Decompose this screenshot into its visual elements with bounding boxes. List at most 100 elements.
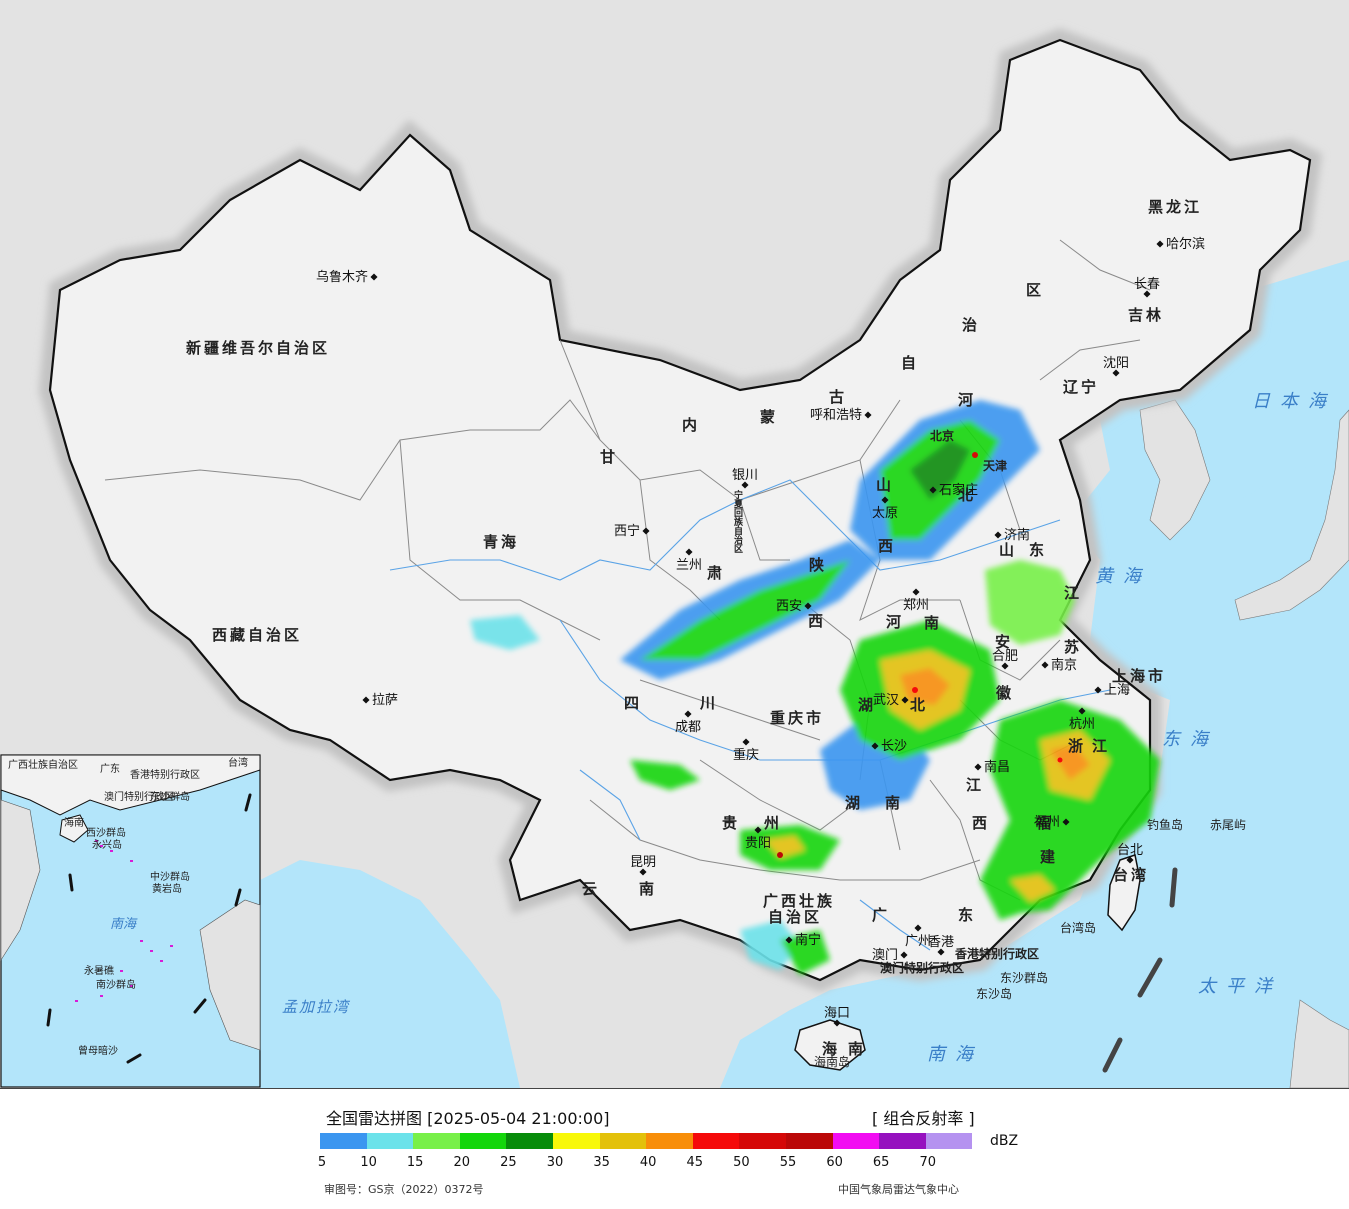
province-label: 东 [958, 906, 976, 924]
city-label: 长沙 [881, 739, 907, 754]
province-label: 苏 [1064, 638, 1082, 656]
city-label: 兰州 [676, 558, 702, 573]
inset-label: 澳门特别行政区 [104, 790, 174, 803]
boundary-dashes [1102, 867, 1178, 1073]
city-label: 南昌 [984, 759, 1010, 775]
review-number: 审图号：GS京（2022）0372号 [324, 1183, 484, 1196]
province-label: 蒙 [760, 408, 778, 426]
philippines [1289, 999, 1349, 1088]
city-label: 昆明 [630, 855, 656, 870]
island-label: 台湾岛 [1060, 920, 1096, 935]
province-label: 南 [924, 614, 942, 632]
legend-tick: 60 [826, 1155, 843, 1170]
unit-label: dBZ [990, 1133, 1019, 1149]
japan [1234, 409, 1349, 621]
city-label: 杭州 [1069, 717, 1095, 732]
province-label: 山 [999, 541, 1017, 559]
city-label: 沈阳 [1103, 356, 1129, 371]
legend-swatch [553, 1133, 600, 1149]
province-label: 自 [901, 354, 919, 372]
province-label: 广西壮族 [763, 892, 835, 910]
city-marker [754, 826, 762, 834]
city-label: 海口 [824, 1006, 850, 1021]
province-label: 浙 [1068, 737, 1086, 755]
city-marker [937, 948, 945, 956]
province-label: 西藏自治区 [212, 626, 302, 644]
city-label: 西安 [776, 599, 802, 614]
sea-label: 太平洋 [1198, 976, 1282, 997]
legend-tick: 65 [872, 1155, 890, 1170]
province-label: 福 [1035, 814, 1054, 832]
province-label: 东 [1029, 541, 1047, 559]
foreign-islands [1139, 399, 1349, 1088]
legend-tick: 5 [317, 1155, 327, 1170]
province-label: 黑龙江 [1148, 198, 1202, 216]
south-china-sea-inset: 广西壮族自治区 广东 台湾香港特别行政区澳门特别行政区东沙群岛海南西沙群岛永兴岛中沙… [0, 754, 261, 1088]
legend-swatch [739, 1133, 786, 1149]
province-label: 陕 [809, 556, 827, 574]
city-marker [370, 273, 378, 281]
legend-swatch [366, 1133, 414, 1149]
city-marker [1001, 662, 1009, 670]
province-label: 湖 [858, 696, 876, 714]
province-label: 河 [958, 391, 976, 409]
city-label: 合肥 [992, 649, 1018, 664]
city-label: 南京 [1051, 657, 1077, 673]
legend-swatch [786, 1133, 833, 1149]
city-label: 济南 [1004, 527, 1030, 543]
legend-swatch [320, 1133, 367, 1149]
province-label: 古 [829, 388, 847, 406]
province-label: 江 [1092, 737, 1110, 755]
island-label: 海南岛 [814, 1054, 850, 1069]
sea-label: 日本海 [1252, 391, 1336, 412]
legend-tick: 50 [733, 1155, 750, 1170]
city-label: 武汉 [873, 693, 899, 708]
inset-label: 南海 [110, 917, 138, 932]
province-label: 自治区 [768, 908, 822, 926]
province-label: 上海市 [1112, 667, 1166, 685]
city-label: 上海 [1104, 683, 1130, 698]
province-label: 台湾 [1113, 866, 1149, 884]
province-label: 山 [876, 476, 894, 494]
province-label: 江 [966, 776, 984, 794]
legend-swatch [879, 1133, 926, 1149]
sea-label: 南海 [927, 1044, 983, 1065]
inset-label: 黄岩岛 [152, 882, 182, 895]
inset-label: 东沙群岛 [150, 790, 190, 803]
city-label: 南宁 [795, 932, 821, 948]
inset-label: 广东 [100, 762, 120, 775]
city-label: 石家庄 [939, 482, 978, 498]
province-label: 宁夏回族自治区 [732, 489, 744, 553]
city-label: 拉萨 [372, 693, 398, 708]
inset-label: 西沙群岛 [86, 826, 126, 839]
province-label: 湖 [845, 794, 863, 812]
island-label: 东沙岛 [976, 986, 1012, 1001]
province-label: 北 [910, 696, 928, 714]
inset-label: 南沙群岛 [96, 978, 136, 991]
province-label: 州 [763, 814, 782, 832]
sea-label: 孟加拉湾 [282, 998, 351, 1016]
city-marker [929, 486, 937, 494]
city-label: 西宁 [614, 523, 640, 539]
sea-label: 东海 [1162, 729, 1218, 750]
legend-tick: 30 [546, 1155, 564, 1170]
province-label: 贵 [722, 814, 740, 832]
radar-echoes [470, 400, 1160, 975]
city-label: 呼和浩特 [810, 408, 862, 423]
city-marker [912, 588, 920, 596]
legend-tick: 15 [406, 1155, 424, 1170]
city-marker [362, 696, 370, 704]
legend-swatch [413, 1133, 460, 1149]
city-label: 澳门 [872, 947, 898, 963]
province-label: 香港特别行政区 [954, 946, 1039, 961]
city-marker [994, 531, 1002, 539]
legend-swatch [692, 1133, 740, 1149]
city-label: 太原 [872, 506, 898, 521]
legend-tick: 35 [593, 1155, 610, 1170]
province-label: 河 [886, 613, 904, 631]
legend-panel: 全国雷达拼图 [2025-05-04 21:00:00] [ 组合反射率 ] d… [0, 1088, 1349, 1209]
city-label: 广州 [905, 934, 931, 949]
